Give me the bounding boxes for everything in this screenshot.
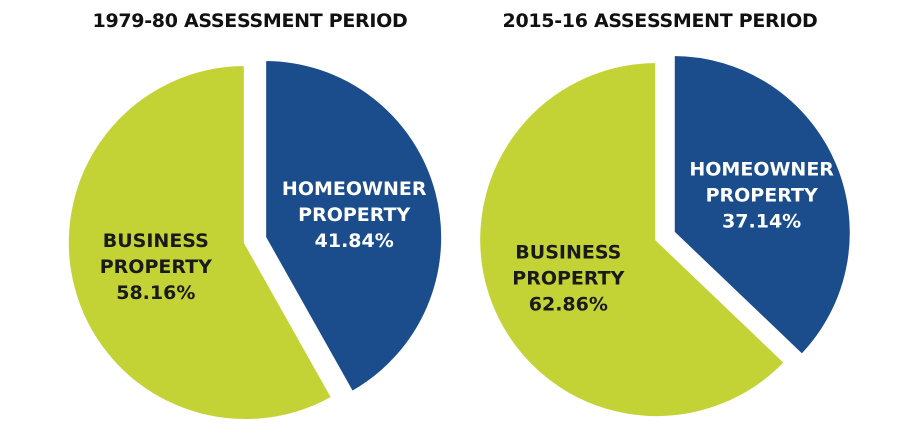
pie-chart-2015-16: HOMEOWNER PROPERTY 37.14% BUSINESS PROPERTY 6… [477,52,853,420]
slice-category-label-1-0: PROPERTY [706,185,818,207]
pie-chart-1979-80: HOMEOWNER PROPERTY 41.84% BUSINESS PROPERTY 5… [65,57,445,423]
slice-value-label-0-0: 41.84% [315,230,394,252]
pie-slice-0-0 [263,57,445,395]
slice-category-label-1-0: HOMEOWNER [689,159,834,181]
slice-category-label-1-1: PROPERTY [512,267,624,289]
slice-value-label-1-1: 62.86% [529,293,608,315]
pie-slice-0-1 [65,63,335,423]
slice-category-label-0-0: PROPERTY [298,204,410,226]
slice-category-label-0-1: PROPERTY [100,256,212,278]
chart-title-1979-80: 1979-80 ASSESSMENT PERIOD [92,10,408,32]
slice-value-label-0-1: 58.16% [116,282,195,304]
slice-value-label-1-0: 37.14% [722,211,801,233]
slice-category-label-0-1: BUSINESS [103,230,209,252]
pie-slice-1-1 [477,60,788,420]
pie-slice-1-0 [671,52,853,358]
slice-category-label-1-1: BUSINESS [515,241,621,263]
slice-category-label-0-0: HOMEOWNER [282,178,427,200]
chart-title-2015-16: 2015-16 ASSESSMENT PERIOD [502,10,818,32]
